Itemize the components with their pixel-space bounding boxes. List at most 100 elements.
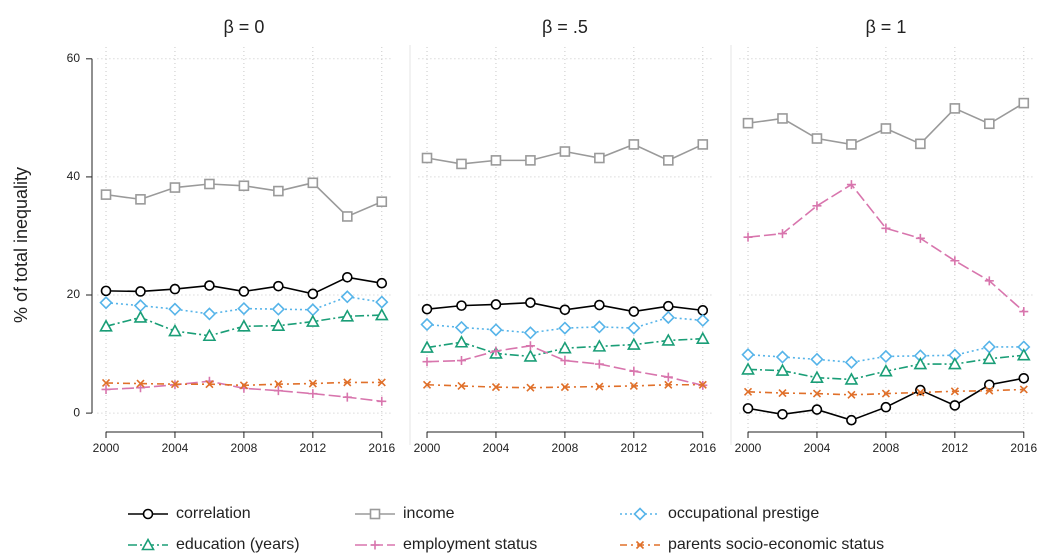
point	[523, 326, 538, 340]
legend-label: income	[403, 505, 455, 522]
point	[560, 383, 569, 392]
x-tick-label: 2000	[414, 441, 441, 455]
point	[170, 380, 180, 389]
point	[271, 318, 286, 332]
point	[237, 301, 251, 316]
point	[135, 194, 146, 205]
point	[982, 340, 996, 354]
legend-marker	[142, 508, 154, 520]
panel-title: β = .5	[542, 17, 588, 37]
point	[101, 384, 111, 394]
point	[775, 350, 790, 364]
legend-label: occupational prestige	[668, 505, 819, 522]
series-line	[426, 316, 703, 334]
point	[525, 341, 535, 351]
point	[308, 379, 317, 388]
point	[1016, 348, 1031, 361]
x-tick-label: 2004	[162, 441, 189, 455]
point	[916, 388, 925, 397]
point	[204, 280, 215, 291]
panel-title: β = 1	[865, 17, 906, 37]
point	[274, 380, 283, 389]
point	[377, 378, 386, 387]
x-tick-label: 2000	[93, 441, 120, 455]
point	[592, 339, 607, 352]
point	[135, 383, 145, 393]
point	[558, 340, 572, 354]
point	[661, 310, 675, 325]
point	[205, 380, 214, 389]
point	[273, 280, 284, 292]
panel-title: β = 0	[223, 17, 264, 37]
point	[101, 378, 111, 388]
point	[880, 401, 892, 413]
point	[629, 366, 639, 376]
point	[305, 314, 320, 327]
point	[628, 139, 640, 150]
point	[661, 333, 676, 346]
point	[947, 356, 962, 370]
point	[133, 299, 148, 313]
point	[777, 113, 788, 124]
point	[1018, 97, 1030, 109]
point	[915, 138, 926, 150]
point	[628, 306, 640, 317]
point	[238, 286, 250, 297]
point	[663, 155, 674, 166]
point	[594, 299, 605, 311]
point	[490, 155, 502, 166]
point	[491, 383, 501, 392]
point	[168, 302, 182, 316]
point	[422, 380, 432, 389]
legend-marker	[370, 540, 380, 550]
x-tick-label: 2012	[941, 441, 968, 455]
legend-marker	[369, 508, 381, 520]
x-tick-label: 2016	[689, 441, 716, 455]
point	[881, 223, 891, 233]
point	[375, 295, 389, 309]
point	[273, 386, 283, 396]
x-tick-label: 2004	[483, 441, 510, 455]
point	[99, 296, 113, 310]
point	[742, 117, 754, 129]
point	[525, 297, 536, 308]
point	[307, 288, 319, 300]
point	[454, 335, 469, 348]
point	[560, 356, 570, 366]
point	[594, 152, 605, 164]
point	[343, 378, 352, 387]
point	[239, 381, 248, 390]
point	[490, 299, 502, 310]
point	[846, 139, 857, 150]
point	[810, 352, 824, 367]
point	[136, 379, 145, 388]
x-tick-label: 2008	[552, 441, 579, 455]
point	[811, 133, 823, 144]
point	[456, 158, 467, 170]
point	[949, 400, 961, 411]
series-line	[747, 183, 1025, 313]
x-tick-label: 2004	[804, 441, 831, 455]
point	[202, 328, 217, 342]
y-tick-label: 0	[73, 405, 80, 419]
point	[340, 290, 354, 304]
point	[523, 349, 538, 362]
point	[1019, 385, 1028, 394]
y-tick-label: 40	[67, 169, 81, 183]
point	[950, 387, 959, 396]
point	[133, 310, 148, 323]
point	[982, 351, 997, 365]
point	[880, 123, 892, 134]
point	[879, 349, 893, 364]
point	[847, 390, 856, 399]
point	[811, 404, 823, 415]
legend-marker	[633, 507, 647, 521]
point	[985, 386, 994, 395]
y-axis-label: % of total inequality	[11, 167, 31, 323]
point	[237, 319, 251, 332]
point	[342, 392, 352, 402]
point	[984, 118, 995, 130]
point	[984, 379, 995, 391]
